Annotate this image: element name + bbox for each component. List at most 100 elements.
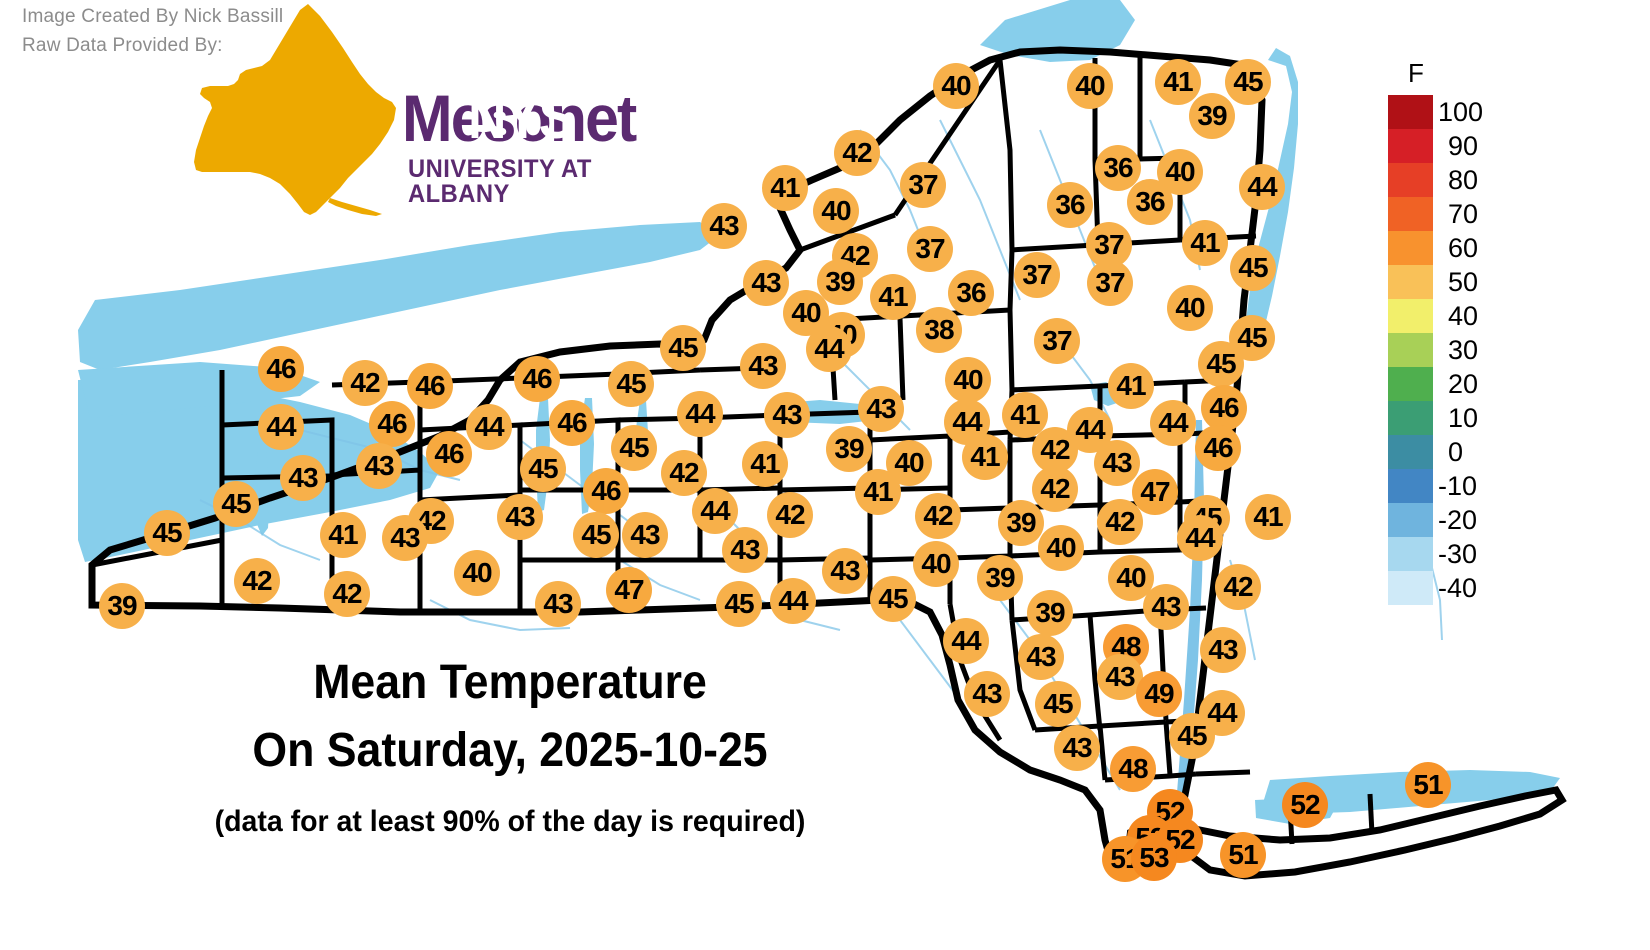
station-temperature-marker[interactable]: 42: [1032, 427, 1078, 473]
station-temperature-marker[interactable]: 46: [258, 346, 304, 392]
station-temperature-marker[interactable]: 45: [1035, 681, 1081, 727]
station-temperature-marker[interactable]: 45: [1198, 341, 1244, 387]
station-temperature-marker[interactable]: 44: [1177, 515, 1223, 561]
station-temperature-marker[interactable]: 42: [1032, 466, 1078, 512]
station-temperature-marker[interactable]: 37: [900, 162, 946, 208]
station-temperature-marker[interactable]: 44: [258, 404, 304, 450]
station-temperature-marker[interactable]: 44: [806, 326, 852, 372]
station-temperature-marker[interactable]: 37: [1086, 222, 1132, 268]
station-temperature-marker[interactable]: 42: [1097, 499, 1143, 545]
station-temperature-marker[interactable]: 40: [933, 63, 979, 109]
station-temperature-marker[interactable]: 44: [943, 618, 989, 664]
station-temperature-marker[interactable]: 37: [1014, 252, 1060, 298]
station-temperature-marker[interactable]: 36: [1127, 179, 1173, 225]
station-temperature-marker[interactable]: 41: [742, 441, 788, 487]
station-temperature-marker[interactable]: 43: [764, 392, 810, 438]
station-temperature-marker[interactable]: 51: [1220, 832, 1266, 878]
station-temperature-marker[interactable]: 42: [661, 450, 707, 496]
station-temperature-marker[interactable]: 39: [977, 555, 1023, 601]
station-temperature-marker[interactable]: 45: [1169, 713, 1215, 759]
station-temperature-marker[interactable]: 43: [1094, 440, 1140, 486]
station-temperature-marker[interactable]: 40: [1157, 149, 1203, 195]
station-temperature-marker[interactable]: 37: [1034, 318, 1080, 364]
station-temperature-marker[interactable]: 37: [907, 226, 953, 272]
station-temperature-marker[interactable]: 39: [99, 583, 145, 629]
station-temperature-marker[interactable]: 43: [1097, 654, 1143, 700]
station-temperature-marker[interactable]: 43: [382, 515, 428, 561]
station-temperature-marker[interactable]: 43: [1143, 584, 1189, 630]
station-temperature-marker[interactable]: 40: [1067, 63, 1113, 109]
station-temperature-marker[interactable]: 40: [454, 550, 500, 596]
station-temperature-marker[interactable]: 45: [520, 446, 566, 492]
station-temperature-marker[interactable]: 42: [1215, 564, 1261, 610]
station-temperature-marker[interactable]: 39: [817, 259, 863, 305]
station-temperature-marker[interactable]: 46: [1201, 385, 1247, 431]
station-temperature-marker[interactable]: 43: [1200, 627, 1246, 673]
station-temperature-marker[interactable]: 45: [213, 481, 259, 527]
station-temperature-marker[interactable]: 39: [826, 426, 872, 472]
station-temperature-marker[interactable]: 46: [514, 356, 560, 402]
station-temperature-marker[interactable]: 39: [998, 500, 1044, 546]
station-temperature-marker[interactable]: 53: [1131, 835, 1177, 881]
station-temperature-marker[interactable]: 44: [466, 404, 512, 450]
station-temperature-marker[interactable]: 38: [916, 307, 962, 353]
station-temperature-marker[interactable]: 43: [964, 671, 1010, 717]
station-temperature-marker[interactable]: 49: [1136, 671, 1182, 717]
station-temperature-marker[interactable]: 45: [573, 512, 619, 558]
station-temperature-marker[interactable]: 46: [407, 363, 453, 409]
station-temperature-marker[interactable]: 41: [962, 434, 1008, 480]
station-temperature-marker[interactable]: 45: [608, 361, 654, 407]
station-temperature-marker[interactable]: 41: [1002, 392, 1048, 438]
station-temperature-marker[interactable]: 44: [677, 391, 723, 437]
station-temperature-marker[interactable]: 41: [1155, 59, 1201, 105]
station-temperature-marker[interactable]: 46: [549, 400, 595, 446]
station-temperature-marker[interactable]: 41: [762, 165, 808, 211]
station-temperature-marker[interactable]: 45: [1230, 245, 1276, 291]
station-temperature-marker[interactable]: 45: [611, 425, 657, 471]
station-temperature-marker[interactable]: 43: [743, 260, 789, 306]
station-temperature-marker[interactable]: 40: [945, 357, 991, 403]
station-temperature-marker[interactable]: 44: [1199, 690, 1245, 736]
station-temperature-marker[interactable]: 45: [660, 325, 706, 371]
station-temperature-marker[interactable]: 42: [234, 558, 280, 604]
station-temperature-marker[interactable]: 43: [622, 512, 668, 558]
station-temperature-marker[interactable]: 47: [1132, 469, 1178, 515]
station-temperature-marker[interactable]: 43: [1018, 634, 1064, 680]
station-temperature-marker[interactable]: 44: [1150, 400, 1196, 446]
station-temperature-marker[interactable]: 43: [356, 443, 402, 489]
station-temperature-marker[interactable]: 43: [497, 494, 543, 540]
station-temperature-marker[interactable]: 43: [701, 203, 747, 249]
station-temperature-marker[interactable]: 37: [1087, 260, 1133, 306]
station-temperature-marker[interactable]: 40: [1167, 285, 1213, 331]
station-temperature-marker[interactable]: 41: [1182, 220, 1228, 266]
station-temperature-marker[interactable]: 36: [948, 270, 994, 316]
station-temperature-marker[interactable]: 40: [1108, 555, 1154, 601]
station-temperature-marker[interactable]: 44: [692, 488, 738, 534]
station-temperature-marker[interactable]: 42: [342, 360, 388, 406]
station-temperature-marker[interactable]: 45: [716, 581, 762, 627]
station-temperature-marker[interactable]: 46: [369, 401, 415, 447]
station-temperature-marker[interactable]: 46: [583, 468, 629, 514]
station-temperature-marker[interactable]: 47: [606, 567, 652, 613]
station-temperature-marker[interactable]: 46: [426, 431, 472, 477]
station-temperature-marker[interactable]: 45: [144, 510, 190, 556]
station-temperature-marker[interactable]: 43: [1054, 725, 1100, 771]
station-temperature-marker[interactable]: 44: [1239, 164, 1285, 210]
station-temperature-marker[interactable]: 42: [767, 492, 813, 538]
station-temperature-marker[interactable]: 40: [813, 188, 859, 234]
station-temperature-marker[interactable]: 44: [770, 578, 816, 624]
station-temperature-marker[interactable]: 45: [870, 576, 916, 622]
station-temperature-marker[interactable]: 51: [1405, 762, 1451, 808]
station-temperature-marker[interactable]: 43: [858, 386, 904, 432]
station-temperature-marker[interactable]: 43: [740, 343, 786, 389]
station-temperature-marker[interactable]: 41: [1108, 363, 1154, 409]
station-temperature-marker[interactable]: 43: [722, 527, 768, 573]
station-temperature-marker[interactable]: 42: [915, 493, 961, 539]
station-temperature-marker[interactable]: 41: [855, 469, 901, 515]
station-temperature-marker[interactable]: 52: [1282, 782, 1328, 828]
station-temperature-marker[interactable]: 48: [1110, 746, 1156, 792]
station-temperature-marker[interactable]: 41: [870, 274, 916, 320]
station-temperature-marker[interactable]: 46: [1195, 425, 1241, 471]
station-temperature-marker[interactable]: 40: [913, 541, 959, 587]
station-temperature-marker[interactable]: 42: [834, 130, 880, 176]
